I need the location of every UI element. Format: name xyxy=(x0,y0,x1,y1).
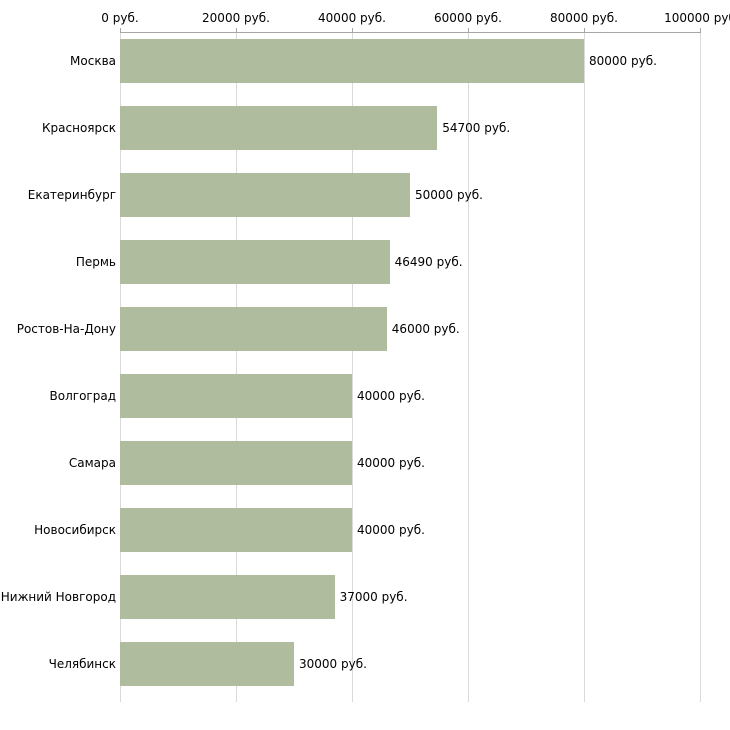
bar-value-label: 40000 руб. xyxy=(357,389,425,403)
category-label: Москва xyxy=(70,54,116,68)
tick-mark xyxy=(352,28,353,32)
bar xyxy=(120,441,352,485)
category-label: Пермь xyxy=(75,255,116,269)
bar xyxy=(120,173,410,217)
bar xyxy=(120,39,584,83)
x-tick-label: 0 руб. xyxy=(101,11,139,25)
tick-mark xyxy=(584,28,585,32)
bar xyxy=(120,508,352,552)
category-label: Красноярск xyxy=(42,121,116,135)
bar xyxy=(120,642,294,686)
category-label: Самара xyxy=(68,456,116,470)
bar xyxy=(120,106,438,150)
x-tick-label: 80000 руб. xyxy=(550,11,618,25)
category-label: Нижний Новгород xyxy=(0,590,116,604)
category-label: Новосибирск xyxy=(34,523,116,537)
gridline xyxy=(120,32,121,702)
category-label: Волгоград xyxy=(49,389,116,403)
x-tick-label: 40000 руб. xyxy=(318,11,386,25)
bar xyxy=(120,575,335,619)
bar-value-label: 46000 руб. xyxy=(391,322,460,336)
bar-value-label: 46490 руб. xyxy=(394,255,463,269)
bar xyxy=(120,374,352,418)
category-label: Екатеринбург xyxy=(27,188,116,202)
category-label: Челябинск xyxy=(48,657,116,671)
gridline xyxy=(468,32,469,702)
gridline xyxy=(700,32,701,702)
gridline xyxy=(236,32,237,702)
x-tick-label: 20000 руб. xyxy=(202,11,270,25)
tick-mark xyxy=(468,28,469,32)
bar-value-label: 30000 руб. xyxy=(299,657,367,671)
bar xyxy=(120,240,390,284)
tick-mark xyxy=(700,28,701,32)
x-tick-label: 100000 руб xyxy=(664,11,730,25)
bar-value-label: 80000 руб. xyxy=(589,54,657,68)
bar-value-label: 40000 руб. xyxy=(357,456,425,470)
bar xyxy=(120,307,387,351)
bar-value-label: 54700 руб. xyxy=(442,121,511,135)
x-axis-line xyxy=(120,32,701,33)
x-tick-label: 60000 руб. xyxy=(434,11,502,25)
bar-value-label: 37000 руб. xyxy=(339,590,408,604)
bar-value-label: 40000 руб. xyxy=(357,523,425,537)
gridline xyxy=(584,32,585,702)
gridline xyxy=(352,32,353,702)
tick-mark xyxy=(236,28,237,32)
bar-value-label: 50000 руб. xyxy=(415,188,483,202)
category-label: Ростов-На-Дону xyxy=(16,322,116,336)
tick-mark xyxy=(120,28,121,32)
